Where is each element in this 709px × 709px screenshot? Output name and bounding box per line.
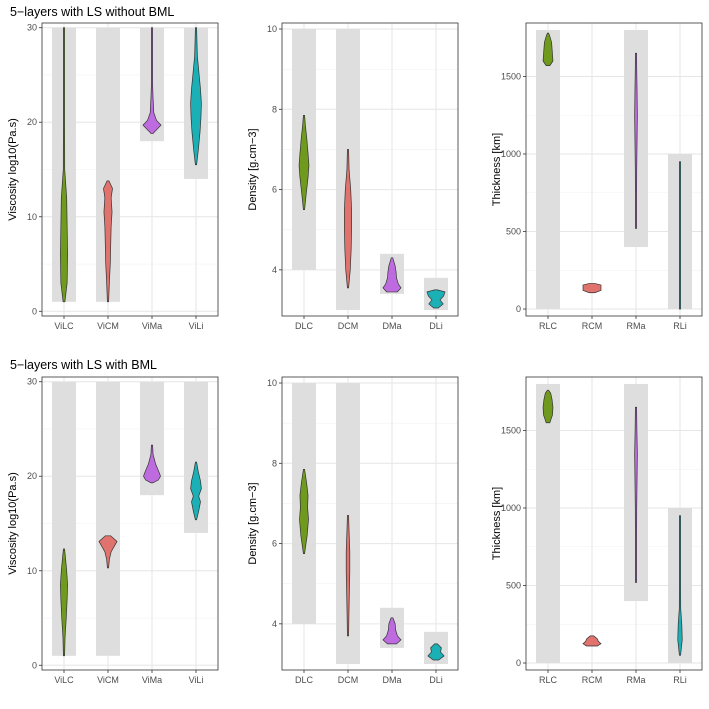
violin-ViCM	[98, 535, 118, 569]
y-tick-label: 30	[27, 23, 37, 33]
y-tick-label: 500	[506, 227, 521, 237]
chart-panel-5: 0 500 1000 1500 RLC RCM RMa RLi Thickness [km]	[491, 376, 703, 685]
x-tick-label-DCM: DCM	[338, 321, 359, 331]
x-tick-label-DLC: DLC	[295, 321, 314, 331]
prior-range-RLC	[536, 29, 560, 310]
x-tick-label-DLi: DLi	[429, 321, 443, 331]
x-tick-label-RCM: RCM	[582, 675, 603, 685]
violin-RMa	[634, 52, 638, 229]
violin-RCM	[582, 283, 602, 294]
panel-border	[41, 22, 219, 317]
violin-ViMa	[142, 27, 162, 134]
y-axis-label: Viscosity log10(Pa.s)	[7, 118, 19, 221]
y-axis-label: Thickness [km]	[491, 487, 503, 560]
x-tick-label-RLC: RLC	[539, 675, 558, 685]
y-tick-label: 10	[267, 24, 277, 34]
violin-ViLC	[60, 27, 68, 303]
violin-RCM	[582, 635, 602, 647]
violin-DMa	[382, 257, 402, 293]
y-tick-label: 1500	[501, 425, 521, 435]
row-title-top: 5−layers with LS without BML	[10, 5, 174, 19]
y-tick-label: 500	[506, 581, 521, 591]
violin-RLi	[677, 515, 683, 656]
violin-ViCM	[103, 180, 113, 303]
violin-ViLi	[190, 27, 202, 166]
violin-DLi	[427, 643, 445, 661]
violin-RLC	[542, 389, 554, 424]
y-tick-label: 10	[27, 212, 37, 222]
panel-border	[41, 376, 219, 671]
chart-panel-1: 4 6 8 10 DLC DCM DMa DLi Density [g.cm−3]	[247, 22, 459, 331]
y-axis-label: Viscosity log10(Pa.s)	[7, 472, 19, 575]
y-tick-label: 4	[272, 265, 277, 275]
y-tick-label: 1000	[501, 149, 521, 159]
violin-ViMa	[143, 444, 161, 484]
chart-panel-3: 0 10 20 30 ViLC ViCM ViMa ViLi Viscosity log10(P…	[7, 376, 219, 685]
violin-RLC	[542, 32, 554, 66]
y-tick-label: 8	[272, 104, 277, 114]
y-tick-label: 0	[32, 306, 37, 316]
violin-DLC	[298, 114, 310, 210]
x-tick-label-RCM: RCM	[582, 321, 603, 331]
y-tick-label: 20	[27, 117, 37, 127]
panel-border	[281, 376, 459, 671]
x-tick-label-DLC: DLC	[295, 675, 314, 685]
violin-DCM	[345, 515, 351, 637]
y-axis-label: Thickness [km]	[491, 133, 503, 206]
chart-panel-0: 0 10 20 30 ViLC ViCM ViMa ViLi Viscosity log10(P…	[7, 22, 219, 331]
y-tick-label: 30	[27, 377, 37, 387]
prior-range-ViCM	[96, 381, 120, 656]
y-tick-label: 0	[32, 660, 37, 670]
y-tick-label: 6	[272, 185, 277, 195]
y-tick-label: 1500	[501, 71, 521, 81]
x-tick-label-ViMa: ViMa	[142, 321, 162, 331]
y-tick-label: 1000	[501, 503, 521, 513]
y-axis-label: Density [g.cm−3]	[247, 482, 259, 564]
prior-range-RLC	[536, 383, 560, 664]
row-title-bottom: 5−layers with LS with BML	[10, 358, 157, 372]
violin-DMa	[382, 617, 402, 645]
chart-panel-2: 0 500 1000 1500 RLC RCM RMa RLi Thickness [km]	[491, 22, 703, 331]
y-tick-label: 8	[272, 458, 277, 468]
x-tick-label-ViMa: ViMa	[142, 675, 162, 685]
x-tick-label-RLi: RLi	[673, 675, 687, 685]
y-tick-label: 4	[272, 619, 277, 629]
x-tick-label-ViCM: ViCM	[97, 321, 119, 331]
violin-DLi	[426, 289, 446, 309]
x-tick-label-ViLC: ViLC	[54, 321, 74, 331]
y-tick-label: 6	[272, 539, 277, 549]
y-tick-label: 10	[267, 378, 277, 388]
panel-border	[525, 22, 703, 317]
x-tick-label-DMa: DMa	[382, 321, 401, 331]
x-tick-label-DMa: DMa	[382, 675, 401, 685]
x-tick-label-RLC: RLC	[539, 321, 558, 331]
violin-DLC	[299, 468, 309, 554]
panels: 0 10 20 30 ViLC ViCM ViMa ViLi Viscosity log10(P…	[7, 22, 703, 685]
y-tick-label: 0	[516, 658, 521, 668]
violin-ViLi	[190, 461, 202, 521]
violin-RLi	[679, 161, 681, 310]
violin-DCM	[344, 149, 352, 289]
y-tick-label: 0	[516, 304, 521, 314]
x-tick-label-ViLi: ViLi	[189, 321, 204, 331]
violin-ViLC	[60, 548, 68, 657]
x-tick-label-ViLi: ViLi	[189, 675, 204, 685]
violin-RMa	[634, 406, 638, 583]
y-axis-label: Density [g.cm−3]	[247, 128, 259, 210]
x-tick-label-DCM: DCM	[338, 675, 359, 685]
x-tick-label-RMa: RMa	[626, 675, 645, 685]
x-tick-label-RMa: RMa	[626, 321, 645, 331]
y-tick-label: 10	[27, 566, 37, 576]
x-tick-label-ViCM: ViCM	[97, 675, 119, 685]
y-tick-label: 20	[27, 471, 37, 481]
panel-border	[281, 22, 459, 317]
x-tick-label-RLi: RLi	[673, 321, 687, 331]
x-tick-label-ViLC: ViLC	[54, 675, 74, 685]
x-tick-label-DLi: DLi	[429, 675, 443, 685]
chart-panel-4: 4 6 8 10 DLC DCM DMa DLi Density [g.cm−3]	[247, 376, 459, 685]
panel-border	[525, 376, 703, 671]
